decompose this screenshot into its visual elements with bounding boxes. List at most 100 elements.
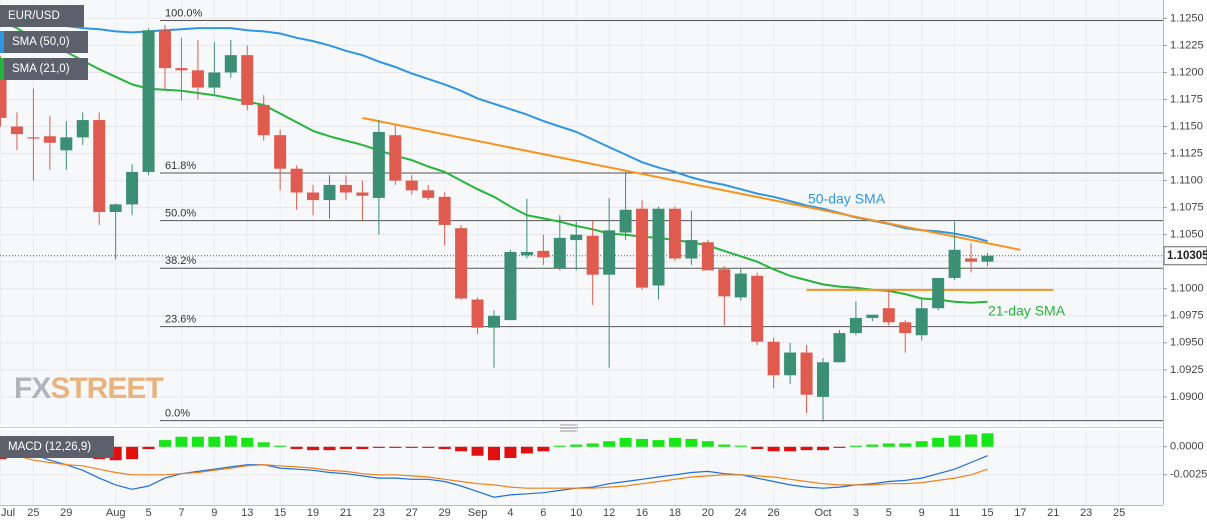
candle-body bbox=[274, 135, 287, 169]
macd-bar bbox=[965, 434, 978, 447]
macd-bar bbox=[915, 441, 928, 447]
macd-bar bbox=[159, 440, 171, 447]
x-tick-label: Sep bbox=[468, 507, 488, 519]
annotation: 21-day SMA bbox=[988, 303, 1066, 319]
candle-body bbox=[817, 362, 829, 397]
macd-bar bbox=[257, 442, 270, 447]
candle-body bbox=[800, 352, 813, 395]
candle-body bbox=[241, 55, 254, 105]
legend-entry: MACD (12,26,9) bbox=[8, 441, 91, 453]
macd-bar bbox=[619, 437, 632, 447]
macd-bar bbox=[455, 446, 468, 452]
x-tick-label: Oct bbox=[814, 507, 831, 519]
macd-bar bbox=[175, 436, 188, 447]
x-tick-label: 21 bbox=[1047, 507, 1059, 519]
x-tick-label: 25 bbox=[1113, 507, 1125, 519]
y-tick-label: 1.0950 bbox=[1170, 337, 1204, 349]
y-tick-label: 1.1150 bbox=[1170, 120, 1203, 132]
x-tick-label: 19 bbox=[307, 507, 319, 519]
plot bbox=[0, 10, 1054, 422]
separator-handle[interactable] bbox=[560, 424, 578, 432]
candle-body bbox=[93, 120, 106, 212]
x-tick-label: 25 bbox=[27, 507, 39, 519]
macd-bar bbox=[290, 446, 303, 450]
candle-body bbox=[701, 242, 714, 271]
y-tick-label: 1.1250 bbox=[1170, 12, 1204, 24]
candle-body bbox=[833, 333, 846, 363]
last-price-box bbox=[1163, 246, 1207, 266]
candle-body bbox=[159, 30, 171, 69]
macd-bar bbox=[866, 444, 879, 447]
x-tick-label: 15 bbox=[981, 507, 993, 519]
macd-bar bbox=[833, 446, 846, 448]
trendline bbox=[362, 116, 1021, 251]
candle-body bbox=[965, 258, 978, 262]
logo: FXSTREET bbox=[14, 372, 164, 405]
candle-body bbox=[553, 237, 566, 269]
candle-body bbox=[422, 190, 435, 198]
candle-body bbox=[0, 70, 7, 118]
x-tick-label: 15 bbox=[274, 507, 286, 519]
macd-bar bbox=[208, 436, 221, 447]
candle-body bbox=[948, 249, 961, 278]
x-tick-label: 4 bbox=[507, 507, 513, 519]
candle-body bbox=[520, 251, 533, 256]
macd-bar bbox=[948, 435, 961, 447]
candle-body bbox=[307, 192, 320, 201]
x-tick-label: 24 bbox=[735, 507, 747, 519]
candle-body bbox=[257, 104, 270, 136]
candle-body bbox=[405, 180, 418, 191]
x-tick-label: 18 bbox=[669, 507, 681, 519]
macd-bar bbox=[685, 438, 698, 447]
candle-body bbox=[27, 137, 40, 139]
candle-body bbox=[718, 269, 731, 297]
x-tick-label: Jul bbox=[1, 507, 15, 519]
candle-body bbox=[668, 208, 681, 259]
candle-body bbox=[586, 235, 599, 275]
candle-body bbox=[849, 317, 862, 334]
macd-bar bbox=[241, 437, 254, 447]
candle-body bbox=[389, 135, 402, 181]
macd-bar bbox=[405, 446, 418, 448]
legend-swatch bbox=[0, 58, 4, 80]
macd-bar bbox=[636, 438, 649, 447]
macd-bar bbox=[734, 445, 747, 447]
macd-bar bbox=[307, 446, 320, 451]
x-tick-label: 21 bbox=[340, 507, 352, 519]
x-tick-label: 10 bbox=[570, 507, 582, 519]
candle-body bbox=[915, 308, 928, 336]
macd-bar bbox=[471, 446, 484, 456]
fib-label: 0.0% bbox=[165, 408, 190, 420]
sma-line bbox=[0, 19, 988, 304]
fib-label: 50.0% bbox=[165, 208, 196, 220]
candle-body bbox=[932, 277, 945, 309]
legend: EUR/USD SMA (50,0) SMA (21,0) MACD (12,2… bbox=[0, 5, 114, 458]
candle-body bbox=[290, 168, 303, 193]
candle-body bbox=[60, 137, 73, 151]
macd-bar bbox=[553, 445, 566, 447]
legend-box[interactable] bbox=[0, 5, 84, 27]
x-tick-label: 5 bbox=[145, 507, 151, 519]
y-tick-label: 1.1125 bbox=[1170, 147, 1203, 159]
macd-bar bbox=[191, 436, 204, 447]
x-tick-label: 12 bbox=[603, 507, 615, 519]
legend-box[interactable] bbox=[0, 58, 88, 80]
candle-body bbox=[455, 228, 468, 299]
macd-bar bbox=[718, 444, 731, 447]
legend-box[interactable] bbox=[0, 31, 88, 53]
candle-body bbox=[109, 204, 122, 212]
candle-body bbox=[882, 308, 895, 323]
y-tick-label: 1.1225 bbox=[1170, 39, 1204, 51]
candle-body bbox=[619, 209, 632, 233]
x-tick-label: 11 bbox=[949, 507, 960, 519]
candle-body bbox=[339, 184, 352, 193]
candle-body bbox=[126, 171, 139, 205]
x-tick-label: 20 bbox=[702, 507, 714, 519]
x-tick-label: 13 bbox=[241, 507, 253, 519]
candle-body bbox=[866, 314, 879, 318]
legend-box[interactable] bbox=[0, 436, 114, 458]
candle-body bbox=[175, 68, 188, 71]
y-tick-label: 1.1000 bbox=[1170, 283, 1204, 295]
signal-line bbox=[0, 451, 988, 489]
x-tick-label: 27 bbox=[406, 507, 418, 519]
